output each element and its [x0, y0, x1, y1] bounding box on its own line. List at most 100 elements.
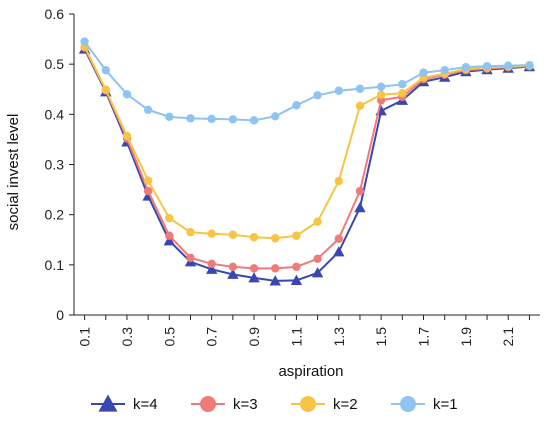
- series-line: [83, 40, 530, 122]
- y-tick-label: 0.2: [45, 207, 65, 223]
- data-point: [292, 262, 301, 272]
- data-point: [504, 61, 513, 70]
- y-tick-label: 0.6: [45, 6, 65, 22]
- series-line: [83, 48, 530, 282]
- data-point: [143, 176, 153, 185]
- data-point: [165, 213, 174, 223]
- data-point: [292, 231, 301, 240]
- data-point: [271, 112, 280, 121]
- y-tick-label: 0.1: [45, 257, 65, 273]
- data-point: [249, 233, 259, 242]
- data-point: [186, 114, 195, 123]
- data-point: [419, 68, 428, 77]
- data-point: [165, 112, 174, 122]
- data-point: [333, 246, 345, 257]
- data-point: [354, 201, 366, 213]
- x-tick-label: 2.1: [500, 327, 516, 347]
- data-point: [355, 101, 365, 111]
- data-point: [207, 259, 216, 269]
- series-k=1: [80, 37, 534, 125]
- data-point: [249, 116, 259, 125]
- data-point: [398, 89, 407, 98]
- y-tick-label: 0.3: [45, 157, 65, 173]
- x-tick-label: 1.9: [458, 327, 474, 347]
- y-axis: 0 0.1 0.2 0.3 0.4 0.5 0.6: [45, 6, 75, 323]
- legend-marker: [98, 394, 118, 412]
- series-k=4: [78, 43, 536, 286]
- data-point: [122, 90, 132, 99]
- data-point: [398, 80, 407, 89]
- legend-item-k=2: k=2: [291, 396, 358, 413]
- legend-marker: [200, 396, 216, 412]
- data-point: [271, 234, 280, 243]
- series-k=3: [80, 43, 534, 273]
- data-point: [313, 91, 322, 100]
- y-axis-title: social invest level: [5, 114, 22, 231]
- series-k=2: [80, 42, 534, 243]
- data-point: [163, 235, 176, 246]
- data-point: [228, 230, 238, 239]
- data-point: [227, 268, 239, 279]
- data-point: [249, 264, 259, 273]
- data-point: [143, 186, 153, 196]
- data-point: [186, 228, 195, 237]
- data-point: [334, 234, 343, 243]
- data-point: [290, 274, 303, 285]
- data-point: [165, 231, 174, 240]
- x-tick-label: 1.7: [416, 327, 432, 347]
- data-point: [228, 115, 238, 124]
- data-point: [334, 176, 343, 186]
- data-point: [122, 131, 132, 141]
- series-line: [83, 47, 530, 270]
- data-point: [207, 114, 216, 124]
- data-point: [334, 86, 343, 95]
- x-tick-label: 0.7: [204, 327, 220, 347]
- data-point: [313, 217, 322, 226]
- data-point: [292, 101, 301, 110]
- data-point: [248, 272, 260, 283]
- data-point: [376, 90, 386, 99]
- data-point: [271, 264, 280, 273]
- x-tick-label: 0.9: [246, 327, 262, 347]
- data-point: [355, 186, 365, 196]
- x-tick-label: 0.3: [119, 327, 135, 347]
- data-point: [143, 105, 153, 115]
- data-point: [482, 61, 492, 71]
- data-point: [205, 263, 218, 274]
- legend-marker: [400, 396, 416, 412]
- data-point: [461, 62, 471, 72]
- data-point: [525, 60, 534, 70]
- data-point: [269, 275, 281, 286]
- data-point: [440, 65, 449, 75]
- y-tick-label: 0.4: [45, 106, 65, 122]
- data-point: [207, 229, 216, 238]
- legend-item-k=4: k=4: [91, 394, 158, 413]
- x-tick-label: 0.5: [161, 327, 177, 347]
- y-tick-label: 0.5: [45, 56, 65, 72]
- y-tick-label: 0: [56, 307, 64, 323]
- data-point: [355, 84, 365, 93]
- x-tick-label: 1.3: [331, 327, 347, 347]
- legend: k=4 k=3 k=2 k=1: [91, 394, 458, 413]
- x-axis-title: aspiration: [278, 363, 343, 380]
- data-point: [80, 37, 89, 46]
- data-point: [101, 85, 110, 94]
- legend-label: k=3: [233, 396, 258, 413]
- data-point: [313, 254, 322, 264]
- x-axis: 0.1 0.3 0.5 0.7 0.9 1.1 1.3 1.5 1.7 1.9 2.1: [74, 314, 540, 347]
- data-point: [101, 65, 110, 75]
- x-tick-label: 0.1: [77, 327, 93, 347]
- data-point: [376, 82, 386, 91]
- data-point: [228, 262, 238, 272]
- data-point: [311, 267, 324, 278]
- legend-item-k=1: k=1: [391, 396, 458, 413]
- series-group: [78, 37, 536, 286]
- x-tick-label: 1.1: [288, 327, 304, 347]
- x-tick-label: 1.5: [373, 327, 389, 347]
- legend-label: k=2: [333, 396, 358, 413]
- data-point: [186, 253, 195, 263]
- legend-label: k=4: [133, 396, 158, 413]
- legend-label: k=1: [433, 396, 458, 413]
- legend-item-k=3: k=3: [191, 396, 258, 413]
